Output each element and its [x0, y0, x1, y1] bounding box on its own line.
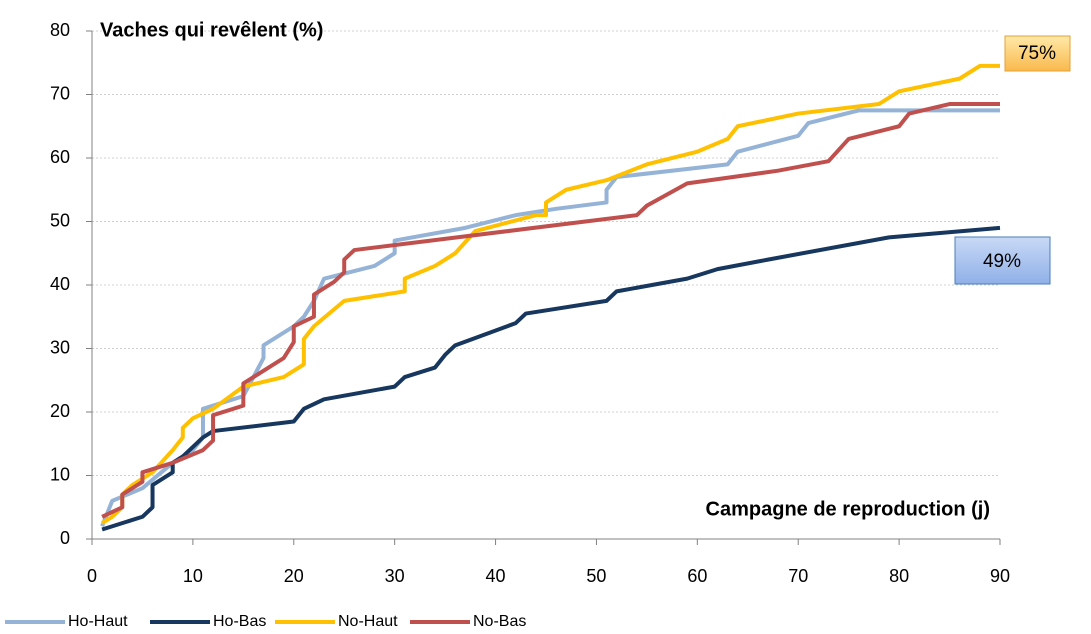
y-tick-label: 80: [50, 20, 70, 40]
x-tick-label: 10: [183, 566, 203, 586]
annotation: 49%: [983, 251, 1021, 272]
legend-label: Ho-Bas: [213, 613, 266, 630]
y-tick-label: 50: [50, 210, 70, 230]
legend-label: Ho-Haut: [68, 613, 128, 630]
x-tick-label: 50: [586, 566, 606, 586]
annotation: 75%: [1018, 43, 1056, 64]
y-tick-label: 20: [50, 401, 70, 421]
annotation-box: [954, 236, 1051, 285]
y-tick-label: 30: [50, 337, 70, 357]
y-axis-title: Vaches qui revêlent (%): [100, 19, 323, 41]
x-tick-label: 60: [687, 566, 707, 586]
x-tick-label: 70: [788, 566, 808, 586]
x-tick-label: 30: [385, 566, 405, 586]
y-tick-label: 60: [50, 147, 70, 167]
y-tick-label: 70: [50, 83, 70, 103]
y-tick-label: 0: [60, 528, 70, 548]
y-tick-label: 10: [50, 464, 70, 484]
series-line: [100, 108, 1000, 528]
legend-label: No-Bas: [473, 613, 526, 630]
y-tick-label: 40: [50, 274, 70, 294]
series-line: [101, 225, 1001, 532]
x-tick-label: 90: [990, 566, 1010, 586]
x-tick-label: 80: [889, 566, 909, 586]
legend-label: No-Haut: [338, 613, 398, 630]
series-line: [101, 102, 1000, 519]
x-tick-label: 40: [486, 566, 506, 586]
series-line: [101, 63, 1000, 525]
x-tick-label: 0: [87, 566, 97, 586]
x-axis-title: Campagne de reproduction (j): [706, 498, 990, 520]
x-tick-label: 20: [284, 566, 304, 586]
annotation-box: [1004, 35, 1071, 72]
